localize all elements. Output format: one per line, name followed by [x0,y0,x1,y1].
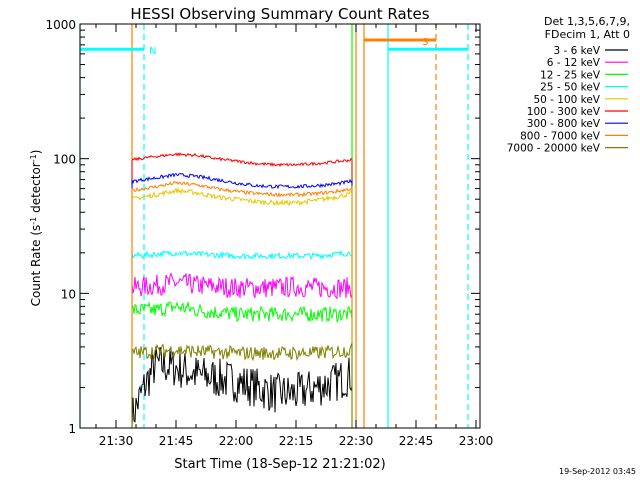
series-line-4 [131,186,353,428]
legend-label-0: 3 - 6 keV [553,45,600,57]
x-tick-label-1: 21:45 [159,434,194,448]
y-tick-label-0: 1 [68,422,76,436]
legend: Det 1,3,5,6,7,9, FDecim 1, Att 0 3 - 6 k… [507,15,630,155]
y-axis-label-end: ) [29,150,43,155]
legend-label-1: 6 - 12 keV [547,57,601,69]
legend-label-7: 800 - 7000 keV [520,130,601,142]
y-tick-label-1: 10 [61,287,76,301]
series-line-0 [131,346,353,429]
plot-frame [79,23,481,429]
legend-header-line-1: Det 1,3,5,6,7,9, [544,15,630,28]
axes: 21:30 21:45 22:00 22:15 22:30 22:45 23:00 1 10 10… [45,18,493,448]
series-line-1 [131,272,353,428]
x-tick-label-4: 22:30 [339,434,374,448]
legend-label-4: 50 - 100 keV [533,94,600,106]
series-line-3 [131,249,353,428]
series-line-8 [131,343,353,428]
series-line-5 [131,152,353,428]
y-tick-label-3: 1000 [45,18,76,32]
series-line-7 [131,181,353,428]
x-tick-label-0: 21:30 [99,434,134,448]
x-tick-label-5: 22:45 [399,434,434,448]
legend-label-2: 12 - 25 keV [540,69,601,81]
legend-label-5: 100 - 300 keV [527,106,601,118]
plot-area: NS [79,24,469,429]
legend-label-6: 300 - 800 keV [527,118,601,130]
y-axis-label-sup2: -1 [29,154,38,162]
legend-label-8: 7000 - 20000 keV [507,143,601,155]
series-line-6 [131,172,353,428]
x-tick-label-6: 23:00 [459,434,494,448]
timestamp: 19-Sep-2012 03:45 [559,467,636,476]
flag-label-0: N [149,46,156,57]
y-axis-label-main: Count Rate (s [29,225,43,307]
flag-label-1: S [422,37,428,48]
y-axis-label: Count Rate (s-1 detector-1) [29,150,44,307]
x-axis-label: Start Time (18-Sep-12 21:21:02) [174,457,385,472]
series-line-2 [131,301,353,428]
y-axis-label-mid: detector [29,162,43,217]
x-tick-label-3: 22:15 [279,434,314,448]
legend-label-3: 25 - 50 keV [540,82,601,94]
legend-header-line-2: FDecim 1, Att 0 [545,28,630,41]
y-axis-label-sup1: -1 [29,217,38,225]
y-tick-label-2: 100 [53,153,76,167]
x-tick-label-2: 22:00 [219,434,254,448]
chart-title: HESSI Observing Summary Count Rates [130,5,429,23]
